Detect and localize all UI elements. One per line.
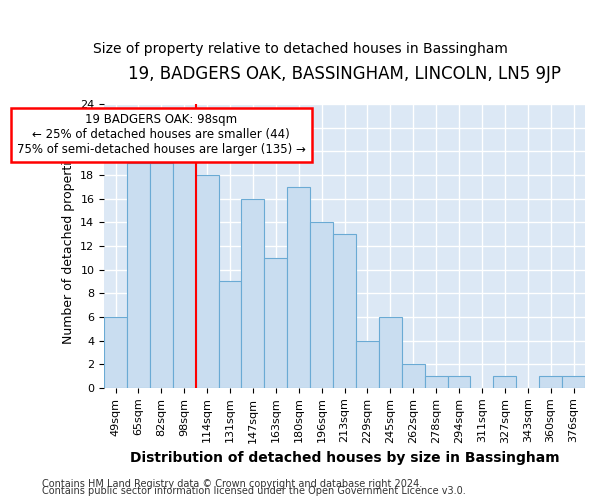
Bar: [287, 187, 310, 388]
Bar: [356, 340, 379, 388]
X-axis label: Distribution of detached houses by size in Bassingham: Distribution of detached houses by size …: [130, 451, 559, 465]
Bar: [425, 376, 448, 388]
Bar: [310, 222, 333, 388]
Title: 19, BADGERS OAK, BASSINGHAM, LINCOLN, LN5 9JP: 19, BADGERS OAK, BASSINGHAM, LINCOLN, LN…: [128, 65, 561, 83]
Bar: [539, 376, 562, 388]
Bar: [379, 317, 402, 388]
Text: Contains public sector information licensed under the Open Government Licence v3: Contains public sector information licen…: [42, 486, 466, 496]
Bar: [333, 234, 356, 388]
Bar: [150, 163, 173, 388]
Bar: [196, 175, 218, 388]
Text: 19 BADGERS OAK: 98sqm
← 25% of detached houses are smaller (44)
75% of semi-deta: 19 BADGERS OAK: 98sqm ← 25% of detached …: [17, 114, 306, 156]
Bar: [218, 282, 241, 388]
Bar: [448, 376, 470, 388]
Bar: [241, 198, 265, 388]
Text: Size of property relative to detached houses in Bassingham: Size of property relative to detached ho…: [92, 42, 508, 56]
Bar: [104, 317, 127, 388]
Y-axis label: Number of detached properties: Number of detached properties: [62, 148, 74, 344]
Bar: [562, 376, 585, 388]
Bar: [402, 364, 425, 388]
Text: Contains HM Land Registry data © Crown copyright and database right 2024.: Contains HM Land Registry data © Crown c…: [42, 479, 422, 489]
Bar: [127, 163, 150, 388]
Bar: [493, 376, 516, 388]
Bar: [265, 258, 287, 388]
Bar: [173, 152, 196, 388]
